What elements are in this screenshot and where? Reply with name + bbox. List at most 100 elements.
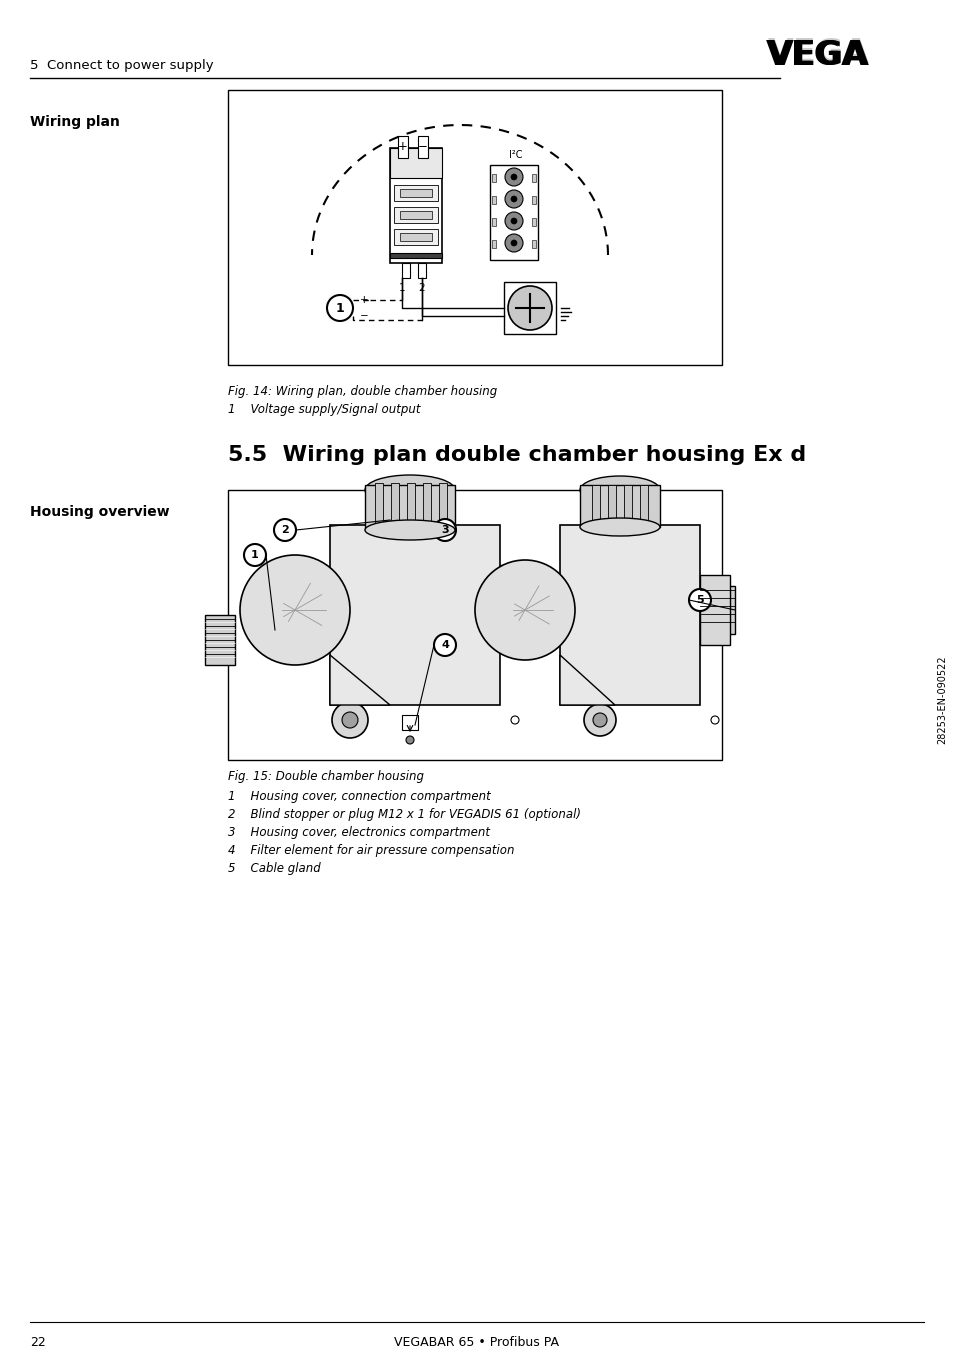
Text: 2: 2 [418,283,425,292]
Bar [559,525,700,705]
Text: 4    Filter element for air pressure compensation: 4 Filter element for air pressure compen… [228,844,514,857]
Circle shape [511,240,517,246]
Circle shape [475,561,575,659]
Text: Wiring plan: Wiring plan [30,115,120,129]
Ellipse shape [365,475,455,505]
Text: 5  Connect to power supply: 5 Connect to power supply [30,60,213,72]
Circle shape [406,737,414,743]
Circle shape [511,175,517,180]
Text: 28253-EN-090522: 28253-EN-090522 [936,655,946,745]
Circle shape [274,519,295,542]
Text: 3: 3 [440,525,448,535]
Text: 3    Housing cover, electronics compartment: 3 Housing cover, electronics compartment [228,826,490,839]
Bar [401,715,417,730]
Text: 2: 2 [281,525,289,535]
Bar [390,148,441,177]
Text: Fig. 14: Wiring plan, double chamber housing: Fig. 14: Wiring plan, double chamber hou… [228,385,497,398]
Bar [417,135,428,158]
Circle shape [507,286,552,330]
Circle shape [583,704,616,737]
Circle shape [434,519,456,542]
Circle shape [688,589,710,611]
Bar [579,485,659,527]
Ellipse shape [365,520,455,540]
Bar [492,175,496,181]
Text: 1: 1 [251,550,258,561]
Bar [394,207,437,223]
Circle shape [511,218,517,223]
Bar [532,175,536,181]
Circle shape [710,716,719,724]
Bar [532,196,536,204]
Text: Housing overview: Housing overview [30,505,170,519]
Bar [399,233,432,241]
Text: VEGA: VEGA [765,39,867,72]
Polygon shape [330,655,390,705]
Bar [492,240,496,248]
Bar [623,485,631,523]
Bar [390,148,441,263]
Bar [394,229,437,245]
Text: −: − [417,139,428,153]
Text: VEGA: VEGA [767,37,869,70]
Bar [607,485,616,523]
Bar [492,218,496,226]
Text: +: + [359,295,368,305]
Circle shape [327,295,353,321]
Circle shape [504,168,522,185]
Circle shape [504,213,522,230]
Bar [365,485,455,529]
Text: 1: 1 [335,302,344,314]
Bar [391,483,398,525]
Bar [401,263,410,278]
Bar [422,483,431,525]
Text: 1    Housing cover, connection compartment: 1 Housing cover, connection compartment [228,789,490,803]
Text: 5    Cable gland: 5 Cable gland [228,862,320,875]
Ellipse shape [579,477,659,504]
Bar [330,525,499,705]
Text: 1    Voltage supply/Signal output: 1 Voltage supply/Signal output [228,403,420,416]
Text: −: − [359,311,369,321]
Circle shape [341,712,357,728]
Bar [492,196,496,204]
Bar [407,483,415,525]
Bar [399,211,432,219]
Circle shape [593,714,606,727]
Circle shape [511,716,518,724]
Polygon shape [559,655,615,705]
Circle shape [332,701,368,738]
Bar [228,89,721,366]
Bar [700,575,729,645]
Text: 1: 1 [398,283,405,292]
Text: VEGABAR 65 • Profibus PA: VEGABAR 65 • Profibus PA [395,1336,558,1349]
Text: 5: 5 [696,594,703,605]
Text: 22: 22 [30,1336,46,1349]
Bar [700,586,734,634]
Circle shape [434,634,456,655]
Bar [390,253,441,259]
Bar [394,185,437,200]
Text: VEGA: VEGA [767,39,869,72]
Bar [417,263,426,278]
Bar [205,615,234,665]
Bar [639,485,647,523]
Bar [592,485,599,523]
Circle shape [504,234,522,252]
Text: 4: 4 [440,640,449,650]
Bar [532,240,536,248]
Circle shape [511,196,517,202]
Bar [399,190,432,196]
Circle shape [504,190,522,209]
Bar [503,282,556,334]
Bar [397,135,408,158]
Text: I²C: I²C [509,150,522,160]
Text: 5.5  Wiring plan double chamber housing Ex d: 5.5 Wiring plan double chamber housing E… [228,445,805,464]
Text: Fig. 15: Double chamber housing: Fig. 15: Double chamber housing [228,770,423,783]
Circle shape [240,555,350,665]
Bar [490,165,537,260]
Bar [499,565,530,645]
Bar [532,218,536,226]
Text: +: + [397,139,408,153]
Text: 2    Blind stopper or plug M12 x 1 for VEGADIS 61 (optional): 2 Blind stopper or plug M12 x 1 for VEGA… [228,808,580,821]
Circle shape [244,544,266,566]
